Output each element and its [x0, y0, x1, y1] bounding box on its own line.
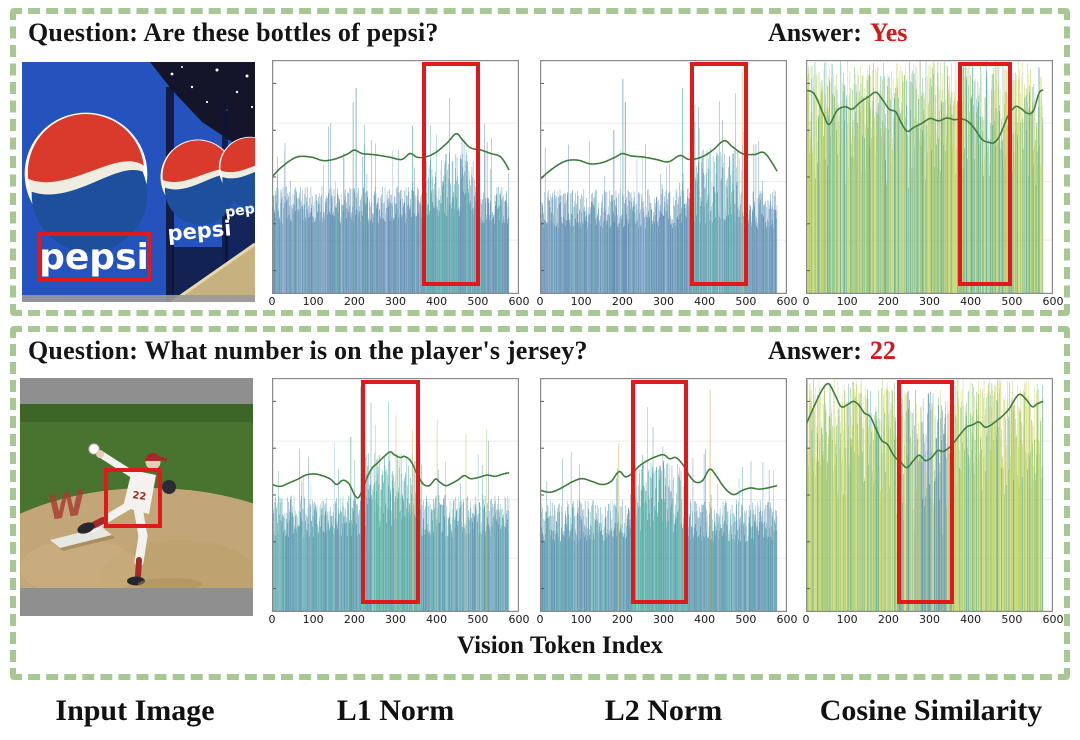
- x-tick-label: 300: [653, 613, 674, 626]
- x-tick-label: 200: [611, 613, 633, 626]
- x-tick-label: 300: [385, 295, 406, 308]
- x-tick-label: 0: [802, 295, 810, 308]
- x-tick-label: 100: [570, 295, 592, 308]
- x-tick-label: 500: [467, 295, 489, 308]
- column-label-cosine-similarity: Cosine Similarity: [819, 694, 1043, 727]
- x-tick-label: 500: [735, 613, 757, 626]
- chart-l2-norm-example2: 0 100 200 300 400 500 600: [536, 378, 798, 627]
- mound-team-logo: W: [45, 483, 90, 529]
- x-tick-label: 0: [268, 295, 276, 308]
- x-tick-label: 200: [343, 613, 365, 626]
- question-text-1: Question: Are these bottles of pepsi?: [28, 18, 439, 47]
- chart-l1-norm-example2: 0 100 200 300 400 500 600: [268, 378, 530, 627]
- x-tick-label: 200: [611, 295, 633, 308]
- pitching-rubber: [50, 527, 112, 548]
- x-tick-label: 400: [960, 295, 982, 308]
- x-tick-label: 200: [877, 295, 899, 308]
- example-panel-2: Question: What number is on the player's…: [10, 326, 1070, 680]
- x-axis-title: Vision Token Index: [456, 632, 664, 659]
- x-tick-label: 100: [302, 295, 324, 308]
- column-label-input-image: Input Image: [55, 694, 215, 727]
- x-tick-label: 300: [385, 613, 406, 626]
- chart-cosine-similarity-example1: 0 100 200 300 400 500 600: [802, 60, 1064, 309]
- input-image-baseball: W 22: [20, 378, 253, 616]
- answer-value-1: Yes: [869, 18, 908, 47]
- x-tick-label: 600: [1042, 295, 1064, 308]
- x-tick-labels: 0 100 200 300 400 500 600: [268, 294, 530, 309]
- pepsi-wordmark-front: pepsi: [39, 237, 149, 278]
- x-tick-label: 500: [467, 613, 489, 626]
- x-tick-label: 400: [426, 295, 448, 308]
- x-tick-label: 500: [1001, 295, 1023, 308]
- highlight-box-image: [104, 468, 162, 528]
- x-tick-labels: 0 100 200 300 400 500 600: [802, 612, 1064, 627]
- x-tick-label: 200: [877, 613, 899, 626]
- x-tick-label: 200: [343, 295, 365, 308]
- x-tick-label: 400: [694, 295, 716, 308]
- answer-row-1: Answer: Yes: [768, 18, 907, 48]
- column-label-l1-norm: L1 Norm: [336, 694, 455, 727]
- x-tick-label: 600: [508, 613, 530, 626]
- x-tick-label: 100: [836, 613, 858, 626]
- x-tick-label: 600: [1042, 613, 1064, 626]
- answer-value-2: 22: [869, 336, 896, 365]
- answer-row-2: Answer: 22: [768, 336, 896, 366]
- baseball-pitcher-illustration: W 22: [20, 378, 253, 616]
- x-tick-label: 0: [536, 295, 544, 308]
- example-panel-1: Question: Are these bottles of pepsi? An…: [10, 8, 1070, 316]
- baseball: [88, 443, 100, 455]
- x-tick-labels: 0 100 200 300 400 500 600: [268, 612, 530, 627]
- x-tick-label: 0: [536, 613, 544, 626]
- pepsi-bottles-illustration: pepsi pepsi pepsi: [22, 62, 255, 302]
- x-tick-label: 300: [653, 295, 674, 308]
- x-tick-labels: 0 100 200 300 400 500 600: [802, 294, 1064, 309]
- star-lights: [170, 66, 254, 111]
- x-tick-label: 500: [735, 295, 757, 308]
- x-tick-label: 100: [836, 295, 858, 308]
- x-tick-label: 400: [426, 613, 448, 626]
- x-tick-label: 100: [570, 613, 592, 626]
- x-tick-label: 0: [802, 613, 810, 626]
- x-tick-label: 0: [268, 613, 276, 626]
- column-label-l2-norm: L2 Norm: [604, 694, 723, 727]
- x-tick-label: 100: [302, 613, 324, 626]
- question-text-2: Question: What number is on the player's…: [28, 336, 588, 365]
- highlight-box-image: [37, 232, 151, 282]
- x-tick-label: 600: [776, 613, 798, 626]
- dark-background: [150, 62, 255, 157]
- jersey-number: 22: [132, 490, 147, 503]
- chart-cosine-similarity-example2: 0 100 200 300 400 500 600: [802, 378, 1064, 627]
- x-tick-labels: 0 100 200 300 400 500 600: [536, 612, 798, 627]
- x-tick-label: 300: [919, 613, 940, 626]
- answer-label-2: Answer:: [768, 336, 862, 365]
- chart-l2-norm-example1: 0 100 200 300 400 500 600: [536, 60, 798, 309]
- pepsi-wordmark-middle: pepsi: [166, 216, 232, 245]
- x-tick-label: 400: [960, 613, 982, 626]
- glove: [162, 480, 176, 494]
- x-tick-label: 500: [1001, 613, 1023, 626]
- answer-label-1: Answer:: [768, 18, 862, 47]
- input-image-pepsi: pepsi pepsi pepsi: [22, 62, 255, 302]
- pepsi-wordmark-right: pepsi: [224, 199, 255, 221]
- chart-l1-norm-example1: 0 100 200 300 400 500 600: [268, 60, 530, 309]
- x-tick-label: 600: [776, 295, 798, 308]
- x-tick-label: 300: [919, 295, 940, 308]
- x-tick-label: 400: [694, 613, 716, 626]
- x-tick-label: 600: [508, 295, 530, 308]
- x-tick-labels: 0 100 200 300 400 500 600: [536, 294, 798, 309]
